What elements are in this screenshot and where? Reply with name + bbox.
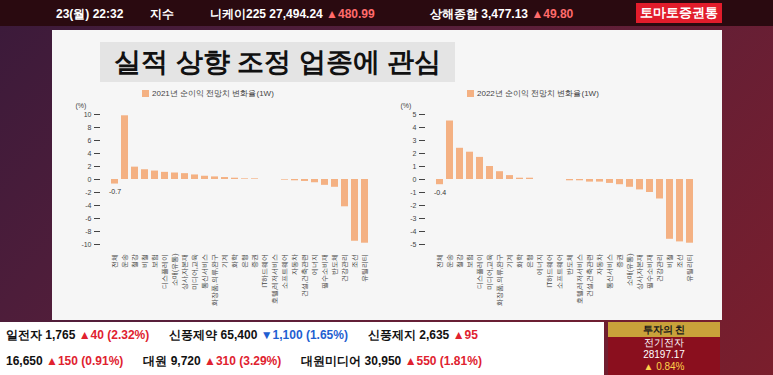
html-text:28197.17: 28197.17 [643, 349, 685, 360]
svg-text:화장품,의류,완구: 화장품,의류,완구 [211, 254, 219, 307]
svg-text:소프트웨어: 소프트웨어 [281, 254, 288, 289]
svg-text:1: 1 [413, 163, 417, 170]
svg-text:상사,자본재: 상사,자본재 [636, 254, 643, 291]
svg-text:0: 0 [88, 176, 92, 183]
svg-text:-0.4: -0.4 [434, 189, 446, 196]
svg-text:전체: 전체 [436, 254, 443, 268]
svg-text:기계: 기계 [506, 254, 513, 268]
svg-text:-4: -4 [85, 202, 91, 209]
svg-text:화장품,의류,완구: 화장품,의류,완구 [496, 254, 504, 307]
svg-text:조선: 조선 [351, 254, 358, 268]
html-text:니케이225 27,494.24 ▲480.99: 니케이225 27,494.24 ▲480.99 [210, 7, 375, 21]
svg-text:-4: -4 [410, 228, 416, 235]
html-text:실적 상향 조정 업종에 관심: 실적 상향 조정 업종에 관심 [114, 47, 441, 77]
svg-text:에너지: 에너지 [536, 254, 543, 275]
svg-text:비철: 비철 [141, 254, 148, 268]
svg-text:필수소비재: 필수소비재 [646, 254, 653, 289]
svg-text:-6: -6 [85, 215, 91, 222]
html-text:대원 9,720 ▲310 (3.29%): 대원 9,720 ▲310 (3.29%) [143, 354, 282, 368]
html-text:전기전자: 전기전자 [644, 337, 684, 348]
svg-text:증권: 증권 [616, 254, 623, 268]
svg-text:보험: 보험 [151, 254, 159, 268]
svg-text:(%): (%) [401, 102, 412, 110]
svg-text:철강: 철강 [131, 254, 138, 268]
html-text:지수: 지수 [150, 7, 174, 21]
html-text:23(월) 22:32: 23(월) 22:32 [56, 7, 124, 21]
svg-text:통신서비스: 통신서비스 [201, 254, 209, 289]
svg-text:조선: 조선 [676, 254, 683, 268]
svg-text:디스플레이: 디스플레이 [161, 254, 168, 289]
svg-text:상사,자본재: 상사,자본재 [181, 254, 188, 291]
svg-text:은행: 은행 [526, 254, 533, 268]
svg-text:자동차: 자동차 [291, 254, 298, 275]
svg-text:4: 4 [88, 150, 92, 157]
svg-text:화학: 화학 [516, 254, 524, 268]
svg-text:호텔,레저서비스: 호텔,레저서비스 [271, 254, 278, 305]
svg-text:반도체: 반도체 [331, 254, 338, 275]
svg-text:운송: 운송 [121, 254, 128, 268]
svg-text:은행: 은행 [241, 254, 248, 268]
svg-text:-3: -3 [410, 215, 416, 222]
svg-text:자동차: 자동차 [596, 254, 603, 275]
svg-text:소매(유통): 소매(유통) [626, 254, 634, 287]
svg-text:건강관리: 건강관리 [656, 254, 663, 282]
html-text:2021년 순이익 전망치 변화율(1W): 2021년 순이익 전망치 변화율(1W) [152, 89, 274, 98]
svg-text:3: 3 [413, 137, 417, 144]
svg-text:건강관리: 건강관리 [341, 254, 348, 282]
svg-text:미디어,교육: 미디어,교육 [191, 254, 199, 291]
svg-text:8: 8 [88, 124, 92, 131]
svg-text:건설,건축관련: 건설,건축관련 [586, 254, 594, 298]
html-text:투자의 친: 투자의 친 [642, 324, 686, 335]
html-text:대원미디어 30,950 ▲550 (1.81%): 대원미디어 30,950 ▲550 (1.81%) [301, 354, 482, 368]
svg-text:2: 2 [413, 150, 417, 157]
svg-text:디스플레이: 디스플레이 [476, 254, 483, 289]
svg-text:비철: 비철 [666, 254, 673, 268]
svg-text:유틸리티: 유틸리티 [686, 254, 693, 282]
svg-text:-2: -2 [410, 202, 416, 209]
svg-text:(%): (%) [76, 102, 87, 110]
svg-text:IT하드웨어: IT하드웨어 [546, 254, 553, 288]
svg-text:증권: 증권 [251, 254, 258, 268]
svg-text:필수소비재: 필수소비재 [321, 254, 328, 289]
svg-text:기계: 기계 [221, 254, 228, 268]
svg-text:운송: 운송 [446, 254, 453, 268]
svg-text:호텔,레저서비스: 호텔,레저서비스 [576, 254, 583, 305]
svg-text:-5: -5 [410, 241, 416, 248]
svg-text:화학: 화학 [231, 254, 239, 268]
svg-text:-10: -10 [81, 241, 91, 248]
html-text:▲ 0.84%: ▲ 0.84% [643, 361, 685, 372]
svg-text:10: 10 [84, 111, 92, 118]
html-text:2022년 순이익 전망치 변화율(1W): 2022년 순이익 전망치 변화율(1W) [477, 89, 599, 98]
svg-text:6: 6 [88, 137, 92, 144]
svg-text:소프트웨어: 소프트웨어 [556, 254, 563, 289]
html-text:신풍제약 65,400 ▼1,100 (1.65%): 신풍제약 65,400 ▼1,100 (1.65%) [169, 328, 348, 342]
svg-text:0: 0 [413, 176, 417, 183]
svg-text:-8: -8 [85, 228, 91, 235]
svg-text:에너지: 에너지 [311, 254, 318, 275]
svg-text:미디어,교육: 미디어,교육 [486, 254, 494, 291]
svg-text:보험: 보험 [466, 254, 474, 268]
svg-text:IT하드웨어: IT하드웨어 [261, 254, 268, 288]
svg-text:철강: 철강 [456, 254, 463, 268]
html-text:16,650 ▲150 (0.91%): 16,650 ▲150 (0.91%) [6, 354, 124, 368]
html-text:일전자 1,765 ▲40 (2.32%): 일전자 1,765 ▲40 (2.32%) [6, 328, 150, 342]
svg-text:2: 2 [88, 163, 92, 170]
svg-text:유틸리티: 유틸리티 [361, 254, 368, 282]
html-text:상해종합 3,477.13 ▲49.80: 상해종합 3,477.13 ▲49.80 [430, 7, 574, 21]
svg-text:5: 5 [413, 111, 417, 118]
svg-text:소매(유통): 소매(유통) [171, 254, 179, 287]
svg-text:-1: -1 [410, 189, 416, 196]
svg-text:-0.7: -0.7 [109, 188, 121, 195]
svg-text:4: 4 [413, 124, 417, 131]
svg-text:반도체: 반도체 [566, 254, 573, 275]
svg-text:전체: 전체 [111, 254, 118, 268]
html-text:토마토증권통: 토마토증권통 [640, 5, 718, 20]
svg-text:건설,건축관련: 건설,건축관련 [301, 254, 309, 298]
html-text:신풍제지 2,635 ▲95: 신풍제지 2,635 ▲95 [367, 328, 478, 342]
svg-text:-2: -2 [85, 189, 91, 196]
svg-text:통신서비스: 통신서비스 [606, 254, 614, 289]
